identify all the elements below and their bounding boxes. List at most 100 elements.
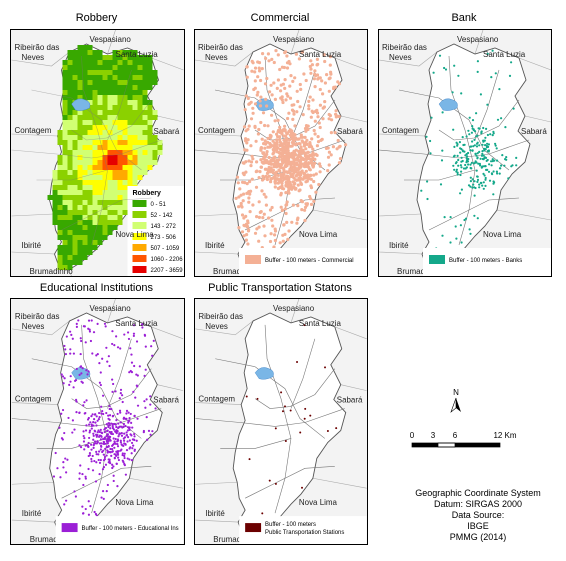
robbery-cell (97, 165, 103, 170)
robbery-cell (57, 210, 63, 215)
commercial-point (247, 200, 251, 204)
commercial-point (257, 215, 261, 219)
education-point (85, 399, 88, 402)
education-point (82, 430, 85, 433)
robbery-cell (67, 180, 73, 185)
robbery-cell (137, 70, 143, 75)
robbery-cell (62, 165, 68, 170)
robbery-cell (82, 70, 88, 75)
education-point (68, 383, 71, 386)
education-point (90, 319, 93, 322)
commercial-point (308, 95, 312, 99)
robbery-cell (72, 65, 78, 70)
commercial-point (256, 132, 260, 136)
education-point (95, 354, 98, 357)
education-point (107, 440, 110, 443)
robbery-cell (87, 45, 93, 50)
education-point (135, 439, 138, 442)
commercial-point (239, 193, 243, 197)
robbery-cell (82, 175, 88, 180)
robbery-cell (127, 180, 133, 185)
commercial-point (255, 215, 259, 219)
robbery-cell (142, 130, 148, 135)
bank-point (453, 64, 456, 67)
bank-point (473, 138, 476, 141)
robbery-cell (82, 130, 88, 135)
education-point (113, 440, 116, 444)
commercial-point (325, 73, 329, 77)
robbery-cell (72, 80, 78, 85)
education-point (78, 472, 81, 475)
robbery-cell (92, 200, 98, 205)
robbery-cell (152, 160, 158, 165)
robbery-cell (127, 100, 133, 105)
commercial-point (304, 147, 308, 151)
robbery-cell (62, 90, 68, 95)
bank-point (494, 142, 497, 145)
robbery-cell (67, 160, 73, 165)
commercial-point (337, 145, 341, 149)
education-point (134, 396, 137, 399)
education-point (56, 467, 59, 470)
bank-point (464, 217, 468, 220)
education-point (111, 443, 115, 446)
robbery-cell (117, 140, 123, 145)
robbery-cell (67, 240, 73, 245)
robbery-cell (112, 70, 118, 75)
commercial-point (254, 185, 259, 189)
commercial-point (269, 180, 273, 184)
robbery-cell (77, 235, 83, 240)
commercial-point (308, 153, 312, 157)
legend-class-label: 273 - 506 (151, 235, 177, 241)
robbery-cell (62, 180, 68, 185)
robbery-cell (127, 120, 133, 125)
education-point (111, 378, 114, 381)
label-sabara: Sabará (337, 396, 363, 405)
commercial-point (313, 161, 317, 165)
robbery-cell (77, 125, 83, 130)
bank-point (468, 133, 471, 136)
robbery-cell (127, 150, 133, 155)
robbery-cell (67, 50, 73, 55)
legend-swatch (245, 255, 261, 264)
commercial-point (316, 135, 320, 139)
robbery-cell (77, 245, 83, 250)
robbery-cell (112, 90, 118, 95)
commercial-point (309, 67, 313, 71)
commercial-point (242, 234, 246, 238)
robbery-cell (117, 175, 123, 180)
commercial-point (327, 117, 331, 121)
commercial-point (284, 50, 288, 54)
robbery-cell (112, 110, 118, 115)
robbery-cell (102, 170, 108, 175)
education-point (122, 422, 125, 426)
commercial-point (280, 132, 284, 136)
education-point (105, 445, 108, 449)
education-point (128, 428, 131, 431)
robbery-cell (87, 245, 93, 250)
commercial-point (249, 164, 253, 168)
robbery-cell (92, 210, 98, 215)
bank-point (510, 61, 513, 64)
commercial-point (285, 161, 289, 165)
robbery-cell (72, 195, 78, 200)
education-points (52, 319, 157, 535)
robbery-cell (82, 115, 88, 120)
robbery-cell (127, 140, 133, 145)
robbery-cell (107, 130, 113, 135)
education-point (117, 456, 120, 459)
bank-point (492, 170, 495, 173)
education-point (104, 325, 107, 328)
transport-point (303, 324, 306, 327)
commercial-point (248, 210, 252, 214)
robbery-cell (137, 150, 143, 155)
education-point (119, 439, 122, 442)
bank-point (480, 166, 483, 169)
education-point (95, 453, 98, 456)
commercial-point (309, 158, 313, 162)
robbery-cell (112, 120, 118, 125)
commercial-point (303, 205, 308, 209)
bank-point (501, 154, 504, 157)
bank-point (462, 143, 465, 147)
robbery-cell (127, 105, 133, 110)
